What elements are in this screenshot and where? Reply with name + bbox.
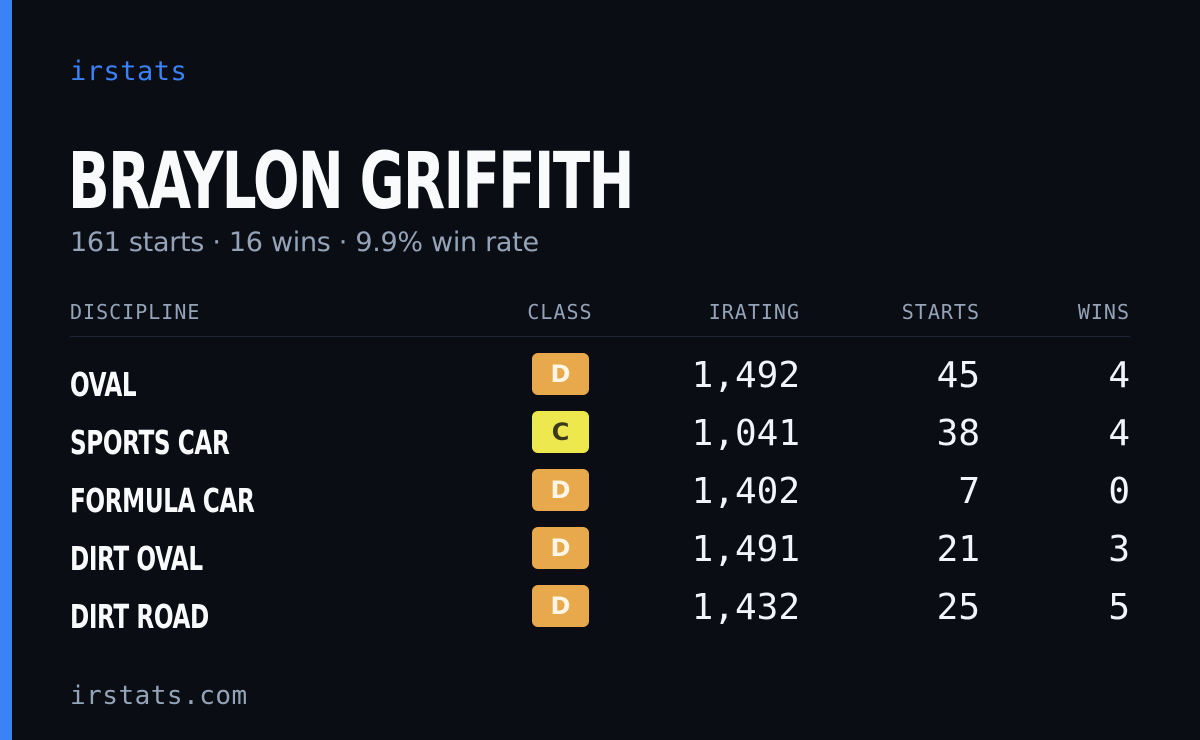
table-row: OVAL D 1,492 45 4 [70,353,1130,411]
table-row: SPORTS CAR C 1,041 38 4 [70,411,1130,469]
page-title: BRAYLON GRIFFITH [68,137,634,227]
class-badge: D [532,585,589,627]
irating-value: 1,492 [691,355,800,396]
discipline-name: OVAL [70,365,137,404]
table-row: FORMULA CAR D 1,402 7 0 [70,469,1130,527]
header-irating: IRATING [708,300,800,324]
starts-value: 25 [936,587,980,628]
header-wins: WINS [1077,300,1130,324]
header-class: CLASS [527,300,593,324]
wins-value: 0 [1108,471,1130,512]
brand-logo: irstats [70,56,188,87]
starts-value: 7 [958,471,980,512]
wins-value: 4 [1108,355,1130,396]
stats-table: DISCIPLINE CLASS IRATING STARTS WINS OVA… [70,296,1130,643]
class-badge: C [532,411,589,453]
discipline-name: DIRT OVAL [70,539,203,578]
header-discipline: DISCIPLINE [70,300,201,324]
discipline-name: FORMULA CAR [70,481,255,520]
class-badge: D [532,527,589,569]
driver-summary: 161 starts · 16 wins · 9.9% win rate [70,227,539,258]
table-header: DISCIPLINE CLASS IRATING STARTS WINS [70,296,1130,337]
accent-bar [0,0,12,740]
class-badge: D [532,353,589,395]
table-row: DIRT OVAL D 1,491 21 3 [70,527,1130,585]
class-badge: D [532,469,589,511]
wins-value: 3 [1108,529,1130,570]
discipline-name: DIRT ROAD [70,597,209,636]
irating-value: 1,491 [691,529,800,570]
irating-value: 1,041 [691,413,800,454]
starts-value: 21 [936,529,980,570]
header-starts: STARTS [901,300,980,324]
irating-value: 1,402 [691,471,800,512]
irating-value: 1,432 [691,587,800,628]
footer-url: irstats.com [70,681,248,711]
starts-value: 38 [936,413,980,454]
starts-value: 45 [936,355,980,396]
table-row: DIRT ROAD D 1,432 25 5 [70,585,1130,643]
discipline-name: SPORTS CAR [70,423,230,462]
wins-value: 5 [1108,587,1130,628]
table-body: OVAL D 1,492 45 4 SPORTS CAR C 1,041 38 … [70,353,1130,643]
wins-value: 4 [1108,413,1130,454]
